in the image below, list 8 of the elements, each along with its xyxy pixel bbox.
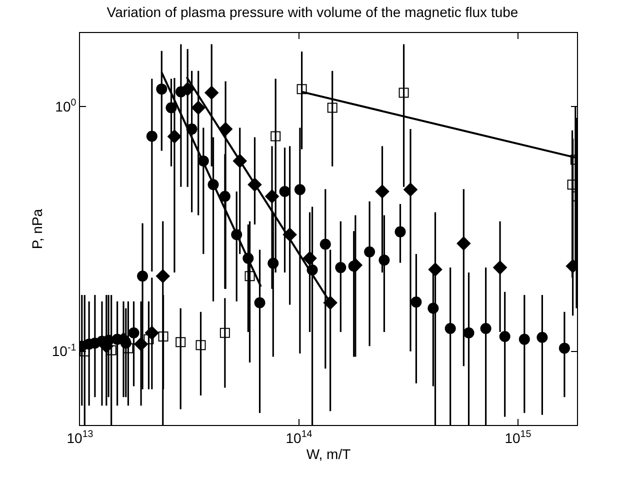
x-tick-label: 10$^{15}$ bbox=[504, 428, 532, 446]
y-tick-label: 10$^{0}$ bbox=[55, 98, 77, 115]
x-tick-label: 10$^{14}$ bbox=[286, 428, 313, 446]
chart-title: Variation of plasma pressure with volume of the magnetic flux tube bbox=[106, 4, 518, 20]
y-tick-label: 10$^{-1}$ bbox=[52, 342, 76, 360]
x-tick-label: 10$^{13}$ bbox=[66, 428, 94, 446]
y-axis-title: P, nPa bbox=[29, 208, 45, 250]
x-axis-title: W, m/T bbox=[306, 446, 352, 462]
